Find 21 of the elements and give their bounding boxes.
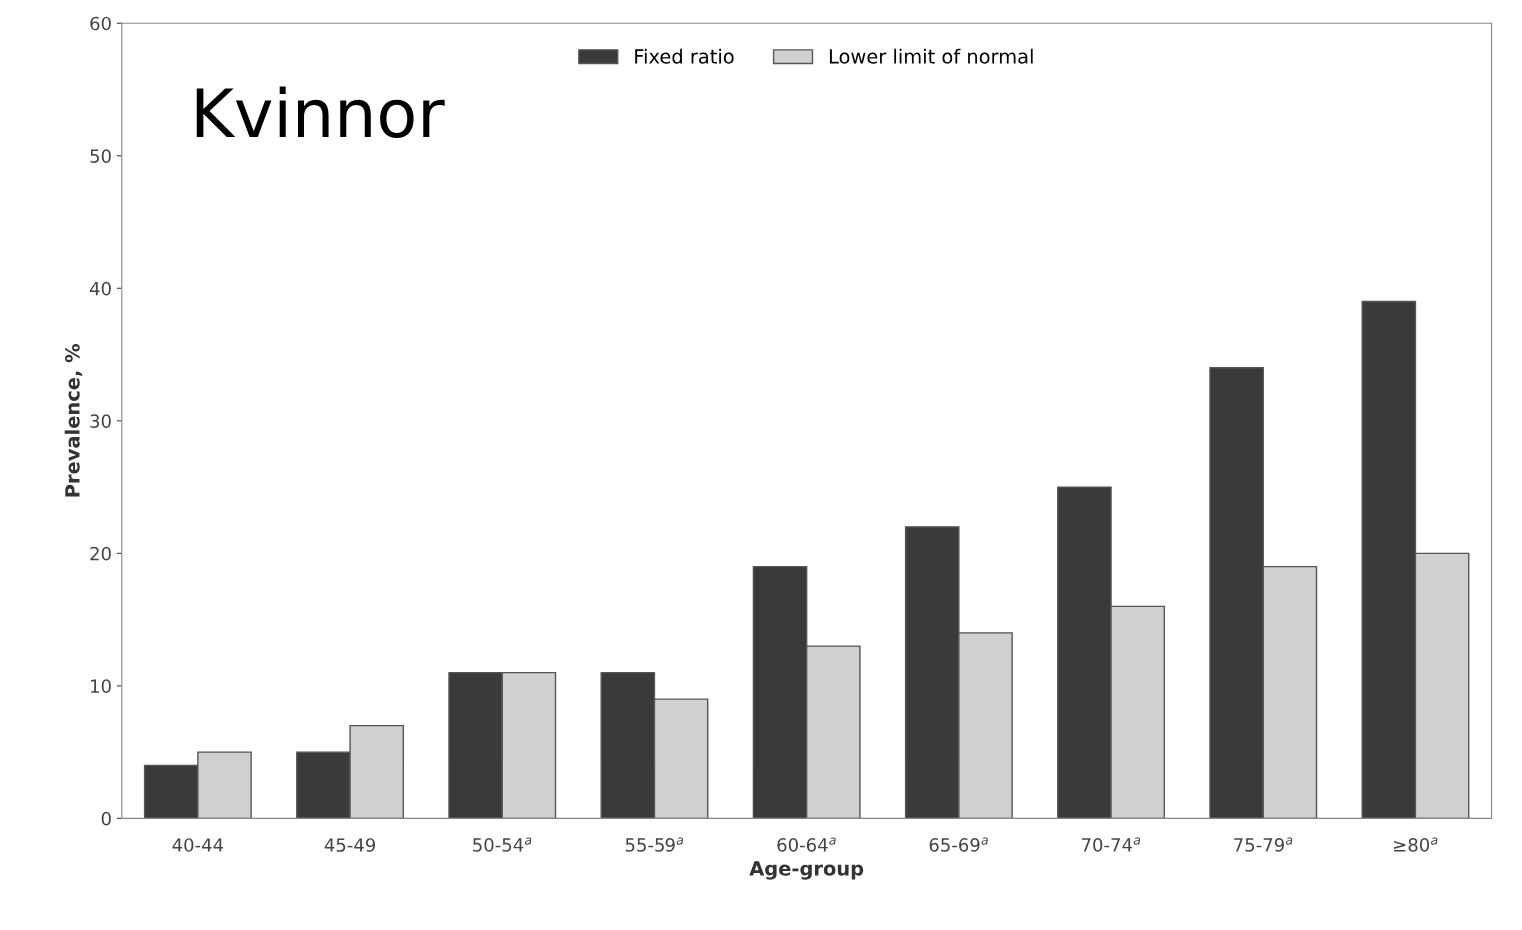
x-tick-label: 55-59$^{a}$	[625, 837, 684, 852]
x-tick-label: 50-54$^{a}$	[473, 837, 532, 852]
x-tick-label: 45-49	[324, 838, 376, 852]
y-tick-label: 0	[101, 811, 111, 826]
annotation: Kvinnor	[196, 86, 445, 139]
x-tick-label: 75-79$^{a}$	[1234, 837, 1293, 852]
legend-label: Lower limit of normal	[829, 48, 1033, 64]
y-axis-title: Prevalence, %	[64, 344, 83, 497]
y-tick-label: 10	[91, 679, 111, 693]
y-tick-label: 60	[90, 16, 111, 31]
x-tick-label: 40-44	[172, 838, 224, 852]
y-tick-label: 30	[90, 414, 111, 428]
x-tick-label: 70-74$^{a}$	[1082, 837, 1141, 852]
x-tick-label: ≥80$^{a}$	[1394, 837, 1438, 852]
legend-label: Fixed ratio	[635, 48, 734, 64]
x-tick-label: 60-64$^{a}$	[777, 837, 836, 852]
x-tick-label: 65-69$^{a}$	[929, 837, 988, 852]
y-tick-label: 20	[90, 546, 111, 561]
y-tick-label: 50	[90, 149, 111, 163]
x-axis-title: Age-group	[749, 861, 864, 880]
y-tick-label: 40	[89, 281, 111, 296]
